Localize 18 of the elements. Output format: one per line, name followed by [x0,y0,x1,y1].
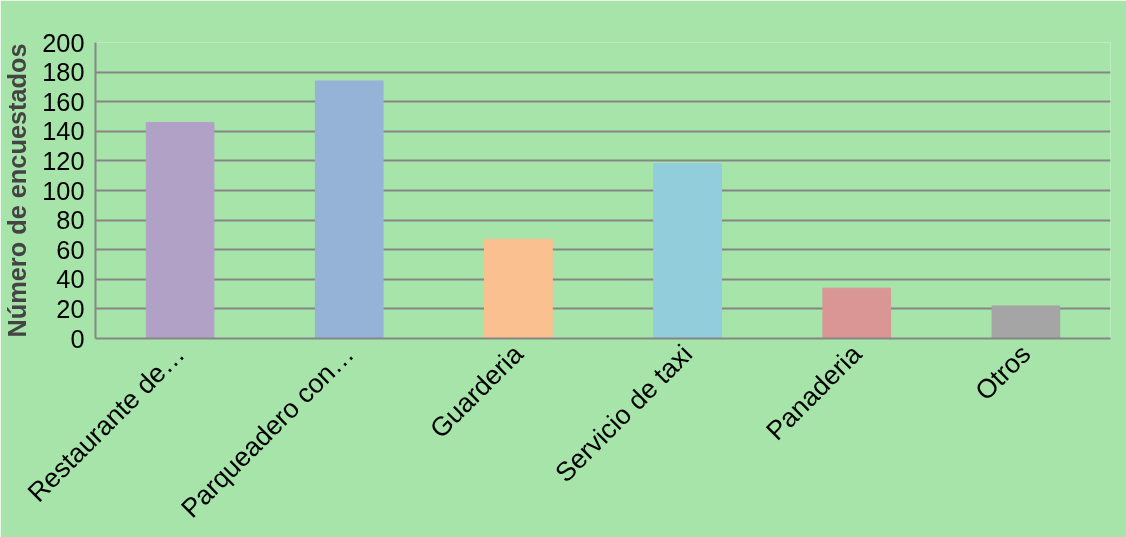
bar [991,305,1061,339]
bar [484,238,553,339]
bar [822,287,892,339]
bar [653,163,722,339]
y-tick-label: 180 [42,58,85,87]
y-axis-title: Número de encuestados [3,43,32,338]
y-tick-label: 120 [42,146,85,175]
y-tick-label: 20 [56,294,85,323]
y-tick-label: 140 [42,117,85,146]
y-tick-label: 200 [42,28,85,57]
y-tick-label: 160 [42,87,85,116]
bar [314,80,384,339]
y-tick-label: 100 [42,176,85,205]
y-tick-label: 80 [56,206,85,235]
y-tick-label: 40 [56,265,85,294]
y-tick-label: 60 [56,235,85,264]
y-tick-label: 0 [70,324,85,353]
bar [145,121,215,339]
